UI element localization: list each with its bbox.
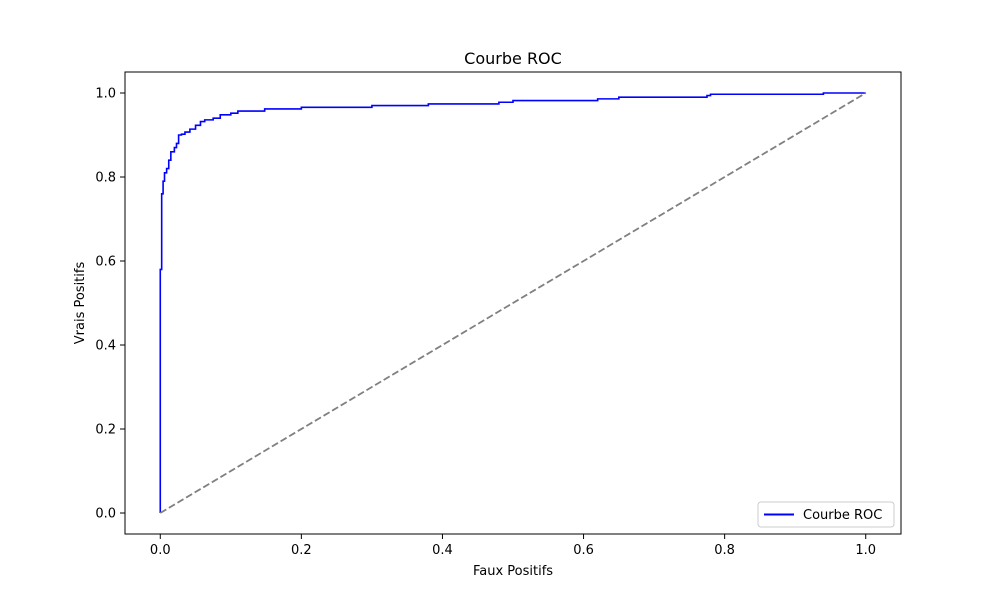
x-tick-label: 0.0 <box>150 543 171 558</box>
x-tick-label: 0.2 <box>291 543 312 558</box>
legend-label-courbe-roc: Courbe ROC <box>803 508 882 523</box>
y-tick-label: 0.2 <box>95 423 116 438</box>
y-axis-label: Vrais Positifs <box>73 262 88 345</box>
x-tick-label: 0.8 <box>714 543 735 558</box>
legend-box <box>757 501 895 528</box>
y-tick-label: 0.8 <box>95 171 116 186</box>
y-tick-label: 0.6 <box>95 255 116 270</box>
roc-curve-line <box>159 92 866 513</box>
x-tick-label: 0.4 <box>432 543 453 558</box>
plot-frame <box>124 71 902 535</box>
x-axis-label: Faux Positifs <box>473 564 553 579</box>
x-tick-label: 0.6 <box>573 543 594 558</box>
y-tick-label: 0.4 <box>95 339 116 354</box>
y-tick-label: 0.0 <box>95 507 116 522</box>
y-tick-label: 1.0 <box>95 87 116 102</box>
x-tick-label: 1.0 <box>855 543 876 558</box>
diagonal-reference-line <box>159 92 867 514</box>
chart-title: Courbe ROC <box>464 49 562 68</box>
legend: Courbe ROC <box>757 501 895 528</box>
